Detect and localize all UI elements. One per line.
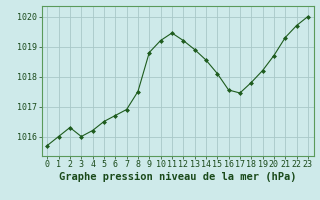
X-axis label: Graphe pression niveau de la mer (hPa): Graphe pression niveau de la mer (hPa) [59,172,296,182]
